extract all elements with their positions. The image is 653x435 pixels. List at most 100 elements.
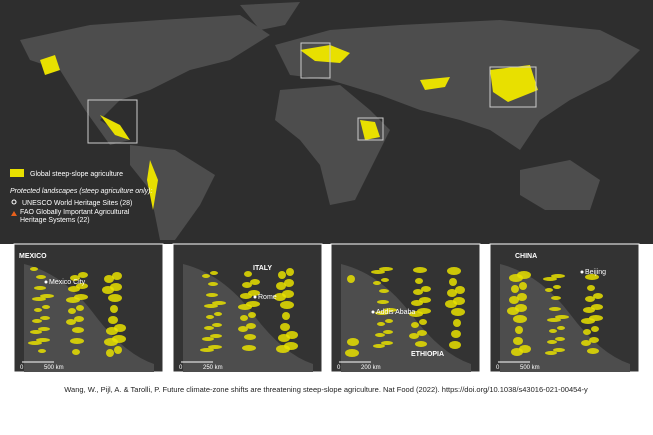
inset-agriculture — [204, 326, 214, 330]
inset-agriculture — [112, 272, 122, 280]
inset-agriculture — [543, 277, 557, 281]
inset-agriculture — [587, 348, 599, 354]
inset-agriculture — [106, 349, 114, 357]
inset-agriculture — [108, 294, 122, 302]
inset-agriculture — [72, 327, 84, 333]
inset-city: Mexico City — [49, 279, 86, 286]
inset-agriculture — [447, 267, 461, 275]
inset-agriculture — [30, 267, 38, 271]
inset-agriculture — [411, 322, 419, 328]
inset-agriculture — [345, 349, 359, 357]
inset-agriculture — [551, 274, 565, 278]
legend-fao: FAO Globally Important Agricultural Heri… — [20, 209, 130, 224]
inset-agriculture — [248, 290, 260, 296]
inset-agriculture — [451, 308, 465, 316]
inset-agriculture — [519, 345, 531, 353]
inset-agriculture — [202, 337, 214, 341]
inset-agriculture — [280, 301, 294, 309]
legend-fao-wrap: FAO Globally Important Agricultural Heri… — [20, 209, 130, 224]
inset-agriculture — [417, 308, 431, 314]
legend-protected-title: Protected landscapes (steep agriculture … — [10, 188, 152, 195]
inset-agriculture — [375, 333, 385, 337]
inset-city: Beijing — [585, 269, 606, 276]
inset-agriculture — [206, 293, 218, 297]
inset-region: MEXICO — [19, 253, 47, 260]
city-marker — [580, 270, 584, 274]
inset-agriculture — [38, 349, 46, 353]
inset-agriculture — [242, 282, 252, 288]
scale-start: 0 — [20, 365, 24, 371]
inset-agriculture — [451, 330, 461, 338]
inset-agriculture — [212, 323, 222, 327]
inset-agriculture — [547, 340, 557, 344]
inset-agriculture — [449, 341, 461, 349]
city-marker — [44, 280, 48, 284]
inset-agriculture — [379, 289, 389, 293]
inset-agriculture — [589, 337, 599, 343]
inset-agriculture — [553, 285, 561, 289]
inset-agriculture — [74, 316, 84, 322]
inset-agriculture — [276, 282, 286, 290]
inset-agriculture — [555, 337, 565, 341]
scale-end: 250 km — [203, 365, 223, 371]
inset-agriculture — [453, 319, 461, 327]
inset-agriculture — [208, 345, 222, 349]
inset-agriculture — [415, 341, 427, 347]
inset-agriculture — [385, 319, 393, 323]
inset-agriculture — [591, 326, 599, 332]
inset-agriculture — [114, 324, 126, 332]
inset-agriculture — [549, 307, 561, 311]
inset-agriculture — [453, 297, 465, 305]
inset-agriculture — [250, 279, 260, 285]
inset-agriculture — [517, 271, 531, 279]
inset-agriculture — [202, 274, 210, 278]
inset-agriculture — [244, 271, 252, 277]
scale-end: 500 km — [44, 365, 64, 371]
inset-agriculture — [379, 267, 393, 271]
inset-agriculture — [284, 279, 294, 287]
scale-start: 0 — [337, 365, 341, 371]
unesco-icon — [11, 199, 17, 205]
inset-agriculture — [371, 270, 385, 274]
inset-agriculture — [519, 282, 527, 290]
legend-unesco: UNESCO World Heritage Sites (28) — [22, 200, 132, 207]
inset-agriculture — [34, 308, 42, 312]
inset-agriculture — [110, 283, 122, 291]
scale-end: 500 km — [520, 365, 540, 371]
inset-agriculture — [210, 334, 222, 338]
inset-agriculture — [32, 319, 42, 323]
inset-agriculture — [78, 272, 88, 278]
inset-agriculture — [347, 275, 355, 283]
inset-land — [341, 264, 471, 372]
inset-agriculture — [112, 335, 126, 343]
inset-agriculture — [587, 285, 595, 291]
inset-agriculture — [240, 315, 248, 321]
scale-start: 0 — [496, 365, 500, 371]
legend-swatch — [10, 169, 24, 177]
inset-agriculture — [513, 337, 523, 345]
inset-agriculture — [591, 304, 603, 310]
inset-agriculture — [284, 342, 298, 350]
inset-agriculture — [373, 281, 381, 285]
inset-agriculture — [383, 308, 397, 312]
inset-agriculture — [208, 282, 218, 286]
inset-agriculture — [108, 316, 118, 324]
inset-agriculture — [551, 296, 561, 300]
inset-agriculture — [511, 285, 519, 293]
inset-city: Addis Ababa — [376, 309, 415, 316]
inset-agriculture — [517, 293, 527, 301]
inset-agriculture — [373, 344, 385, 348]
inset-agriculture — [76, 305, 84, 311]
inset-agriculture — [545, 351, 557, 355]
inset-agriculture — [242, 345, 256, 351]
inset-agriculture — [36, 338, 50, 342]
inset-agriculture — [455, 286, 465, 294]
inset-boxes — [87, 42, 537, 144]
inset-agriculture — [413, 267, 427, 273]
inset-agriculture — [282, 312, 290, 320]
inset-agriculture — [555, 315, 569, 319]
inset-land — [24, 264, 154, 372]
inset-agriculture — [68, 308, 76, 314]
inset-agriculture — [383, 330, 393, 334]
inset-agriculture — [114, 346, 122, 354]
